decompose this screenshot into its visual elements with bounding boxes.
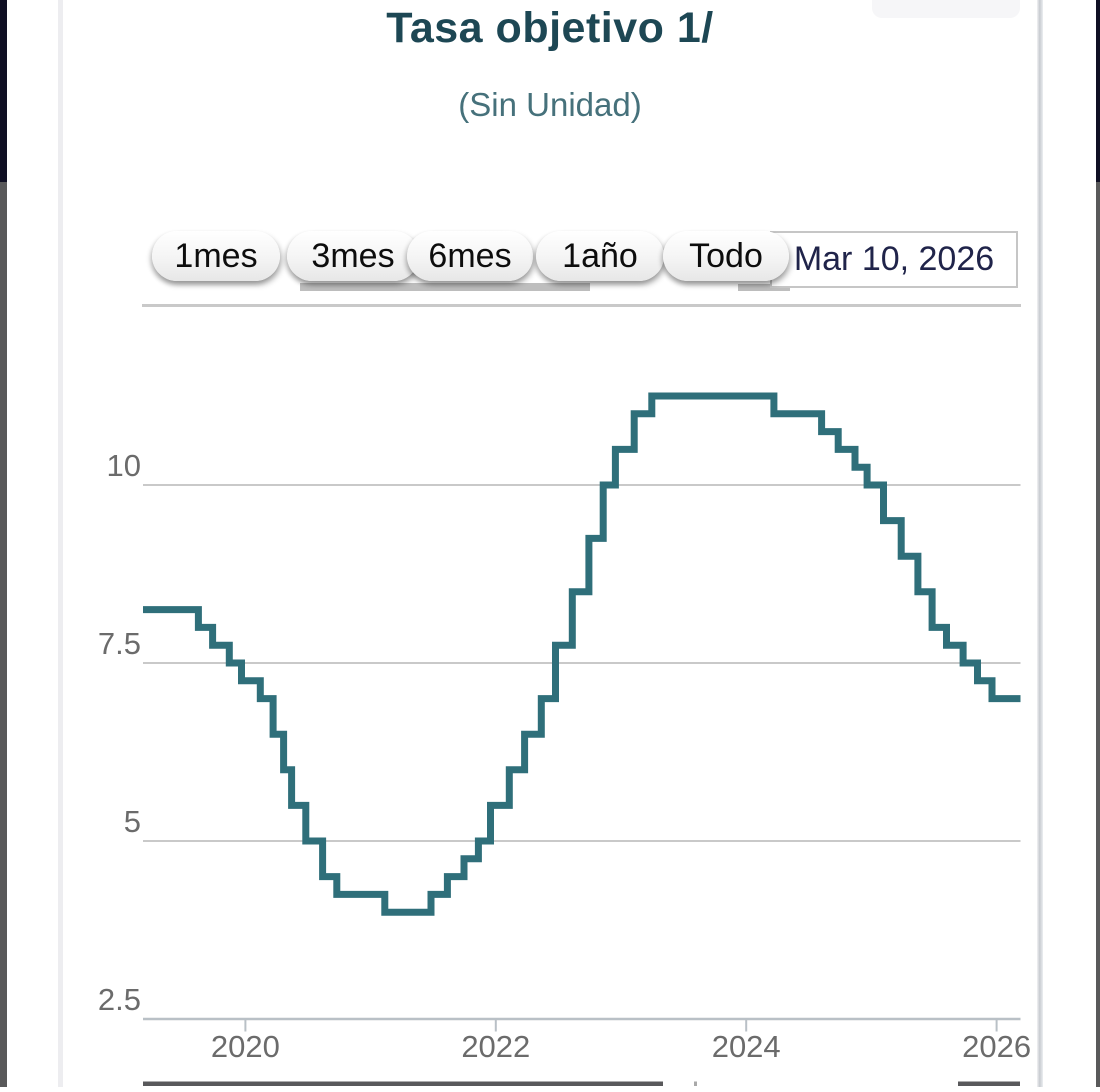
card-left-border: [58, 0, 63, 1087]
x-axis-tick-label: 2020: [211, 1029, 280, 1064]
selector-divider: [142, 304, 1021, 307]
end-date-input[interactable]: [770, 231, 1018, 288]
x-axis-tick-label: 2026: [962, 1029, 1031, 1064]
y-axis-tick-label: 5: [124, 804, 141, 839]
context-menu-chip[interactable]: [872, 0, 1020, 18]
range-button-todo[interactable]: Todo: [663, 231, 789, 281]
range-button-6mes[interactable]: 6mes: [407, 231, 533, 281]
page-title: Tasa objetivo 1/: [386, 4, 714, 52]
series-tasa-objetivo: [143, 392, 1021, 916]
y-axis-tick-label: 7.5: [98, 626, 141, 661]
range-button-1ano[interactable]: 1año: [536, 231, 664, 281]
right-edge-strip: [1096, 0, 1100, 1087]
x-axis: 2020 2022 2024 2026: [211, 1019, 1031, 1064]
button-shadow-bar: [738, 284, 790, 291]
range-button-1mes[interactable]: 1mes: [152, 231, 280, 281]
page-subtitle: (Sin Unidad): [458, 86, 642, 123]
range-button-3mes[interactable]: 3mes: [287, 231, 419, 281]
x-axis-tick-label: 2022: [461, 1029, 530, 1064]
navigator-remnant[interactable]: [143, 1081, 1020, 1087]
y-axis-tick-label: 2.5: [98, 982, 141, 1017]
button-shadow-bar: [300, 283, 590, 291]
left-edge-strip: [0, 0, 7, 1087]
plot-area[interactable]: [143, 330, 1021, 1019]
x-axis-tick-label: 2024: [712, 1029, 781, 1064]
scrollbar-track[interactable]: [1037, 0, 1043, 1087]
y-axis-tick-label: 10: [107, 448, 141, 483]
y-axis-labels: 2.5 5 7.5 10: [98, 448, 141, 1017]
